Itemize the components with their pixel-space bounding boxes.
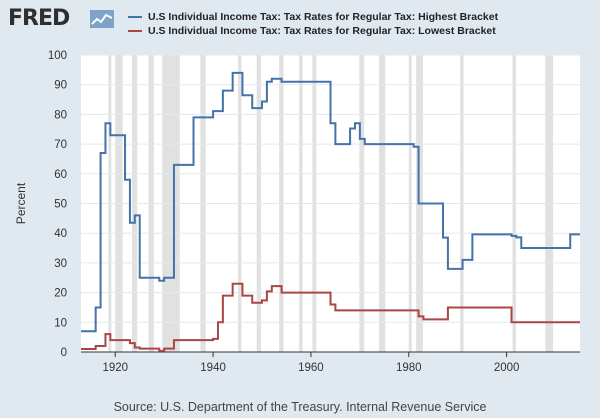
x-tick-label: 2000: [494, 362, 520, 374]
chart-area[interactable]: 0 10 20 30 40 50 60 70 80 90 100 1920 1940 1960 1980 20…: [0, 0, 600, 400]
x-tick-label: 1980: [396, 362, 422, 374]
y-tick-label: 50: [54, 199, 67, 211]
y-tick-label: 100: [48, 50, 67, 62]
legend-item-highest[interactable]: U.S Individual Income Tax: Tax Rates for…: [128, 10, 498, 24]
y-axis-label: Percent: [14, 182, 28, 224]
x-tick-label: 1920: [102, 362, 128, 374]
y-tick-label: 60: [54, 169, 67, 181]
y-tick-label: 70: [54, 139, 67, 151]
legend-label-highest: U.S Individual Income Tax: Tax Rates for…: [148, 11, 499, 23]
y-tick-label: 90: [54, 80, 67, 92]
chart-legend: U.S Individual Income Tax: Tax Rates for…: [128, 10, 498, 38]
x-tick-label: 1960: [298, 362, 324, 374]
y-tick-label: 0: [61, 347, 67, 359]
legend-swatch-lowest: [128, 30, 142, 32]
y-tick-label: 10: [54, 317, 67, 329]
y-tick-label: 40: [54, 228, 67, 240]
trend-chart-icon: [90, 10, 114, 28]
series-line-lowest-bracket: [81, 282, 580, 352]
legend-label-lowest: U.S Individual Income Tax: Tax Rates for…: [148, 25, 496, 37]
y-tick-label: 30: [54, 258, 67, 270]
y-tick-label: 20: [54, 288, 67, 300]
legend-item-lowest[interactable]: U.S Individual Income Tax: Tax Rates for…: [128, 24, 498, 38]
fred-logo[interactable]: FRED: [8, 6, 70, 31]
series-line-highest-bracket: [81, 71, 580, 333]
y-tick-label: 80: [54, 109, 67, 121]
legend-swatch-highest: [128, 16, 142, 18]
x-tick-label: 1940: [200, 362, 226, 374]
source-note: Source: U.S. Department of the Treasury.…: [113, 400, 487, 414]
